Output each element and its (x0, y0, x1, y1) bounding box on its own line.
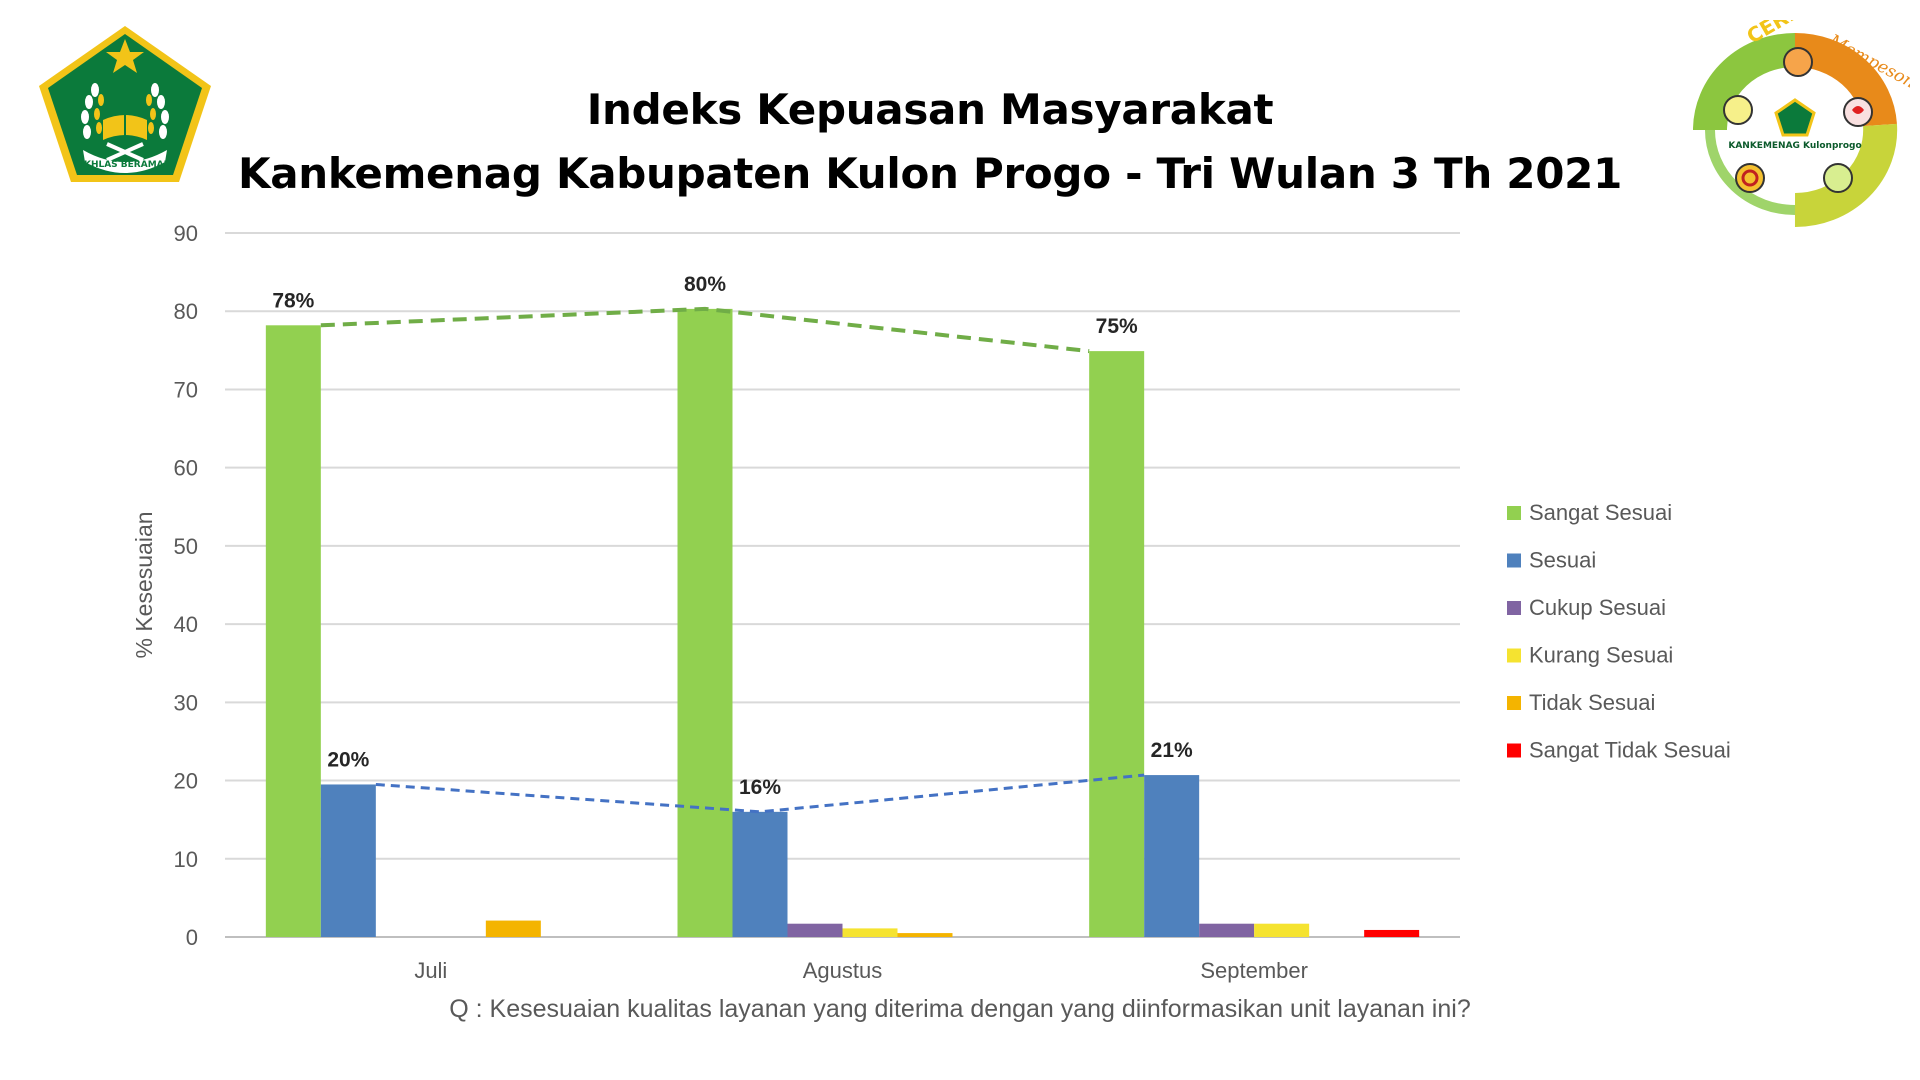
bar-kurang-sesuai (842, 928, 898, 937)
y-axis-label: % Kesesuaian (131, 511, 157, 658)
bar-sangat-sesuai (1089, 351, 1145, 937)
y-tick-label: 90 (174, 221, 198, 246)
legend-swatch (1507, 601, 1521, 615)
x-axis-question: Q : Kesesuaian kualitas layanan yang dit… (449, 995, 1471, 1023)
y-tick-label: 0 (186, 925, 198, 950)
y-tick-label: 20 (174, 769, 198, 794)
legend-swatch (1507, 648, 1521, 663)
data-label: 20% (327, 748, 369, 771)
svg-text:IKHLAS BERAMAL: IKHLAS BERAMAL (81, 160, 170, 170)
bar-sesuai (732, 811, 788, 937)
legend-label: Sangat Tidak Sesuai (1529, 738, 1731, 763)
chart-legend: Sangat Sesuai Sesuai Cukup Sesuai Kurang Se… (1507, 500, 1731, 763)
legend-label: Cukup Sesuai (1529, 595, 1666, 620)
y-tick-label: 80 (174, 299, 198, 324)
bar-sangat-sesuai (677, 308, 733, 937)
bar-cukup-sesuai (1199, 923, 1255, 937)
data-label: 78% (272, 289, 314, 312)
data-labels: 78% 80% 75% 20% 16% 21% (272, 273, 1193, 799)
legend-swatch (1507, 743, 1521, 758)
ceria-mempesona-logo: KANKEMENAG Kulonprogo CERIA Mempesona (1693, 20, 1910, 228)
y-tick-label: 40 (174, 612, 198, 637)
legend-label: Tidak Sesuai (1529, 690, 1655, 715)
y-tick-label: 60 (174, 456, 198, 481)
data-label: 21% (1151, 739, 1193, 762)
data-label: 80% (684, 273, 726, 296)
y-tick-label: 50 (174, 534, 198, 559)
bar-sesuai (320, 784, 376, 937)
trend-lines (320, 306, 1145, 814)
trend-line-sesuai (375, 773, 1145, 814)
bar-tidak-sesuai (897, 933, 953, 937)
legend-label: Sesuai (1529, 548, 1596, 573)
bar-sangat-sesuai (265, 325, 321, 937)
y-tick-label: 30 (174, 690, 198, 715)
svg-text:KANKEMENAG Kulonprogo: KANKEMENAG Kulonprogo (1728, 141, 1861, 151)
legend-swatch (1507, 696, 1521, 710)
x-axis: Juli Agustus September (414, 958, 1308, 983)
chart-gridlines (225, 232, 1460, 938)
bar-tidak-sesuai (485, 920, 541, 937)
x-tick-label: Agustus (803, 958, 883, 983)
data-label: 16% (739, 776, 781, 799)
y-tick-label: 70 (174, 377, 198, 402)
legend-label: Sangat Sesuai (1529, 500, 1672, 525)
bar-sesuai (1144, 775, 1200, 937)
y-axis: 0 10 20 30 40 50 60 70 80 90 (174, 221, 198, 950)
bar-cukup-sesuai (787, 923, 843, 937)
x-tick-label: September (1200, 958, 1308, 983)
trend-line-sangat-sesuai (320, 306, 1090, 354)
x-tick-label: Juli (414, 958, 447, 983)
y-tick-label: 10 (174, 847, 198, 872)
bar-sangat-tidak-sesuai (1364, 929, 1420, 937)
chart-title: Indeks Kepuasan Masyarakat Kankemenag Ka… (200, 78, 1660, 206)
title-line-1: Indeks Kepuasan Masyarakat (586, 85, 1274, 134)
legend-label: Kurang Sesuai (1529, 643, 1673, 668)
title-line-2: Kankemenag Kabupaten Kulon Progo - Tri W… (238, 149, 1622, 198)
data-label: 75% (1096, 315, 1138, 338)
chart-bars (265, 308, 1420, 937)
legend-swatch (1507, 553, 1521, 568)
kemenag-logo: IKHLAS BERAMAL (39, 26, 211, 182)
bar-kurang-sesuai (1254, 923, 1310, 937)
legend-swatch (1507, 506, 1521, 520)
